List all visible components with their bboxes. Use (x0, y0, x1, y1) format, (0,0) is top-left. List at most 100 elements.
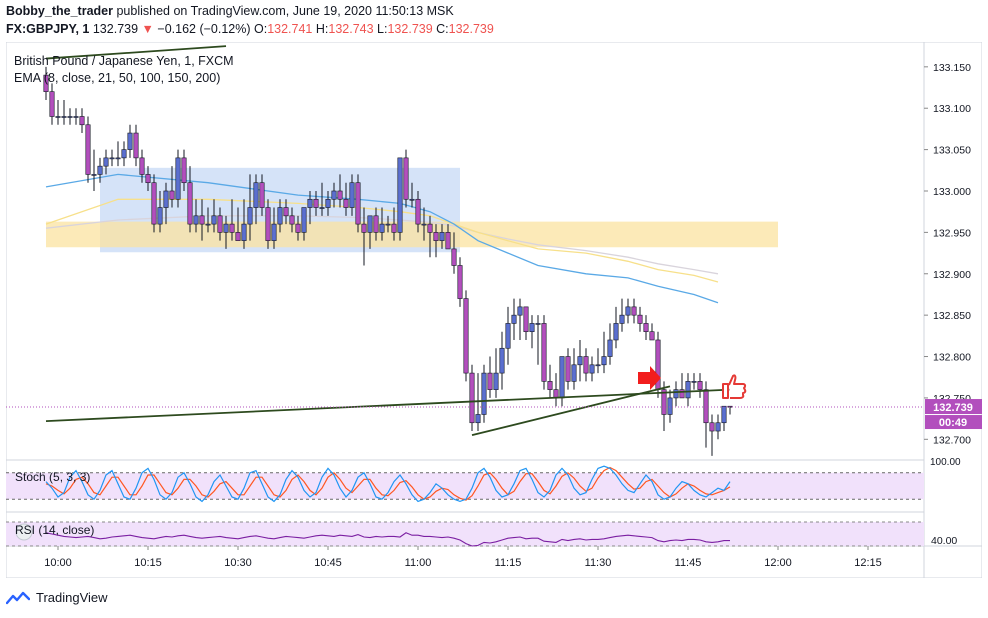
candle-body[interactable] (433, 232, 439, 241)
footer-brand[interactable]: TradingView (36, 590, 108, 605)
candle-body[interactable] (361, 223, 367, 233)
candle-body[interactable] (511, 314, 517, 324)
candle-body[interactable] (451, 248, 457, 266)
candle-body[interactable] (679, 389, 685, 399)
candle-body[interactable] (523, 306, 529, 333)
candle-body[interactable] (247, 207, 253, 225)
candle-body[interactable] (709, 422, 715, 432)
candle-body[interactable] (595, 364, 601, 367)
rsi-legend[interactable]: RSI (14, close) (15, 523, 94, 537)
candle-body[interactable] (229, 223, 235, 233)
candle-body[interactable] (385, 223, 391, 226)
candle-body[interactable] (613, 323, 619, 341)
candle-body[interactable] (301, 207, 307, 233)
stoch-legend[interactable]: Stoch (5, 3, 3) (15, 470, 90, 484)
candles-layer[interactable] (43, 66, 733, 456)
candle-body[interactable] (565, 356, 571, 382)
candle-body[interactable] (607, 339, 613, 357)
stoch-d-line[interactable] (45, 466, 731, 501)
time-axis[interactable]: 10:00 10:15 10:30 10:45 11:00 11:15 11:30 11:45… (44, 546, 882, 569)
candle-body[interactable] (133, 132, 139, 159)
candle-body[interactable] (439, 232, 445, 241)
candle-body[interactable] (253, 182, 259, 208)
candle-body[interactable] (121, 149, 127, 159)
red-arrow-annotation[interactable] (638, 366, 661, 390)
candle-body[interactable] (91, 174, 97, 176)
candle-body[interactable] (391, 223, 397, 233)
candle-body[interactable] (625, 306, 631, 316)
rsi-line[interactable] (45, 532, 730, 547)
candle-body[interactable] (571, 364, 577, 382)
candle-body[interactable] (55, 116, 61, 118)
candle-body[interactable] (271, 223, 277, 241)
candle-body[interactable] (427, 223, 433, 233)
candle-body[interactable] (223, 223, 229, 233)
candle-body[interactable] (691, 381, 697, 383)
candle-body[interactable] (193, 215, 199, 225)
candle-body[interactable] (619, 314, 625, 324)
thumbs-up-icon[interactable] (722, 374, 747, 399)
candle-body[interactable] (337, 190, 343, 200)
candle-body[interactable] (331, 190, 337, 200)
candle-body[interactable] (217, 215, 223, 233)
candle-body[interactable] (445, 232, 451, 250)
candle-body[interactable] (289, 215, 295, 225)
candle-body[interactable] (307, 198, 313, 208)
candle-body[interactable] (199, 215, 205, 225)
candle-body[interactable] (661, 389, 667, 415)
rsi-indicator-icon[interactable] (15, 523, 33, 541)
stoch-lines[interactable] (45, 465, 731, 503)
candle-body[interactable] (313, 198, 319, 208)
symbol-label[interactable]: FX:GBPJPY, 1 (6, 22, 90, 36)
ema-legend[interactable]: EMA (8, close, 21, 50, 100, 150, 200) (14, 71, 220, 85)
candle-body[interactable] (547, 381, 553, 390)
candle-body[interactable] (637, 314, 643, 324)
candle-body[interactable] (259, 182, 265, 208)
candle-body[interactable] (85, 124, 91, 175)
candle-body[interactable] (343, 198, 349, 208)
candle-body[interactable] (589, 364, 595, 374)
candle-body[interactable] (421, 223, 427, 226)
candle-body[interactable] (721, 405, 727, 424)
candle-body[interactable] (265, 207, 271, 241)
author-name[interactable]: Bobby_the_trader (6, 4, 113, 18)
candle-body[interactable] (127, 132, 133, 150)
candle-body[interactable] (241, 223, 247, 241)
rsi-polyline[interactable] (45, 532, 730, 547)
instrument-legend[interactable]: British Pound / Japanese Yen, 1, FXCM (14, 54, 234, 68)
candle-body[interactable] (505, 323, 511, 349)
candle-body[interactable] (559, 356, 565, 399)
candle-body[interactable] (235, 232, 241, 241)
candle-body[interactable] (463, 298, 469, 374)
candle-body[interactable] (367, 215, 373, 233)
chart-svg[interactable]: 133.150 133.100 133.050 133.000 132.950 132.9… (6, 42, 982, 578)
trendline[interactable] (45, 388, 731, 422)
candle-body[interactable] (529, 323, 535, 333)
candle-body[interactable] (97, 165, 103, 175)
candle-body[interactable] (157, 207, 163, 225)
candle-body[interactable] (685, 381, 691, 399)
candle-body[interactable] (409, 198, 415, 201)
candle-body[interactable] (181, 157, 187, 184)
candle-body[interactable] (673, 389, 679, 399)
candle-body[interactable] (187, 182, 193, 225)
candle-body[interactable] (601, 356, 607, 366)
candle-body[interactable] (577, 356, 583, 366)
candle-body[interactable] (349, 182, 355, 208)
candle-body[interactable] (649, 331, 655, 341)
candle-body[interactable] (631, 306, 637, 316)
candle-body[interactable] (703, 389, 709, 424)
candle-body[interactable] (283, 207, 289, 217)
candle-body[interactable] (469, 372, 475, 424)
candle-body[interactable] (169, 190, 175, 200)
stoch-k-line[interactable] (45, 465, 731, 503)
candle-body[interactable] (79, 116, 85, 126)
trendlines-layer[interactable] (45, 45, 731, 437)
candle-body[interactable] (163, 190, 169, 208)
candle-body[interactable] (517, 306, 523, 316)
candle-body[interactable] (481, 372, 487, 415)
candle-body[interactable] (115, 157, 121, 160)
candle-body[interactable] (355, 182, 361, 225)
candle-body[interactable] (715, 422, 721, 432)
candle-body[interactable] (373, 215, 379, 233)
